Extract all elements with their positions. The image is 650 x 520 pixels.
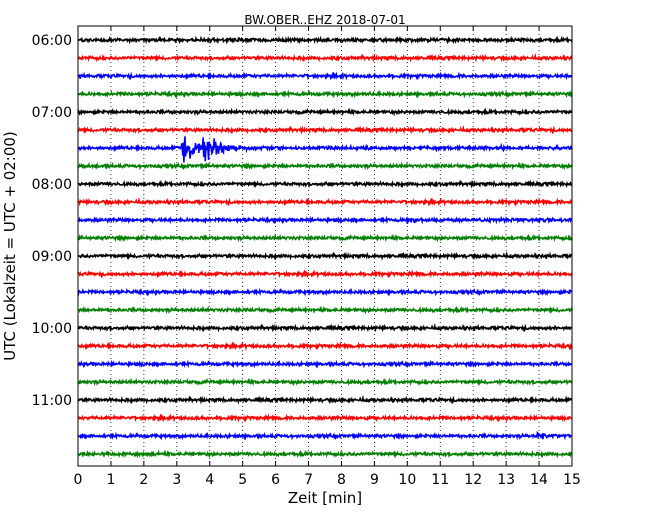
trace-line [77,322,573,333]
trace-line [77,287,573,297]
x-tick-label: 13 [497,472,515,488]
trace-line [77,215,573,225]
x-tick-label: 8 [337,472,346,488]
trace-line [77,71,573,81]
trace-line [77,394,572,405]
y-tick-label: 11:00 [32,393,72,409]
trace-line [77,269,573,279]
x-axis-label: Zeit [min] [288,489,362,507]
trace-line [77,107,573,117]
trace-line [77,89,573,99]
trace-line [77,413,573,423]
x-tick-label: 3 [172,472,181,488]
y-axis: 06:00 07:00 08:00 09:00 10:00 11:00 [32,33,572,409]
x-tick-label: 4 [205,472,214,488]
x-tick-label: 1 [106,472,115,488]
x-tick-label: 15 [563,472,581,488]
trace-line [77,341,573,351]
trace-line [77,52,573,63]
grid [110,26,540,466]
chart-title: BW.OBER..EHZ 2018-07-01 [244,13,405,27]
y-tick-label: 07:00 [32,105,72,121]
trace-line [77,196,573,207]
x-tick-label: 12 [464,472,482,488]
trace-group [77,35,573,459]
x-tick-label: 7 [304,472,313,488]
x-tick-label: 11 [431,472,449,488]
x-tick-label: 14 [530,472,548,488]
x-tick-label: 5 [238,472,247,488]
trace-line [77,124,573,135]
y-tick-label: 06:00 [32,33,72,49]
trace-line [77,250,573,261]
trace-line [77,449,573,459]
trace-line [77,430,573,441]
x-tick-label: 2 [139,472,148,488]
trace-line [77,161,573,171]
trace-line [77,359,573,369]
trace-line [77,136,573,163]
x-tick-label: 6 [271,472,280,488]
y-axis-label: UTC (Lokalzeit = UTC + 02:00) [1,131,19,361]
trace-line [77,233,573,243]
y-tick-label: 10:00 [32,321,72,337]
x-tick-label: 9 [370,472,379,488]
trace-line [77,305,573,315]
trace-line [77,35,573,45]
x-tick-label: 0 [74,472,83,488]
plot-frame [77,25,573,467]
x-axis: 0 1 2 3 4 5 6 7 8 9 10 11 12 13 14 15 [74,26,581,488]
x-tick-label: 10 [398,472,416,488]
y-tick-label: 08:00 [32,177,72,193]
y-tick-label: 09:00 [32,249,72,265]
trace-line [77,377,573,387]
trace-line [77,179,573,189]
